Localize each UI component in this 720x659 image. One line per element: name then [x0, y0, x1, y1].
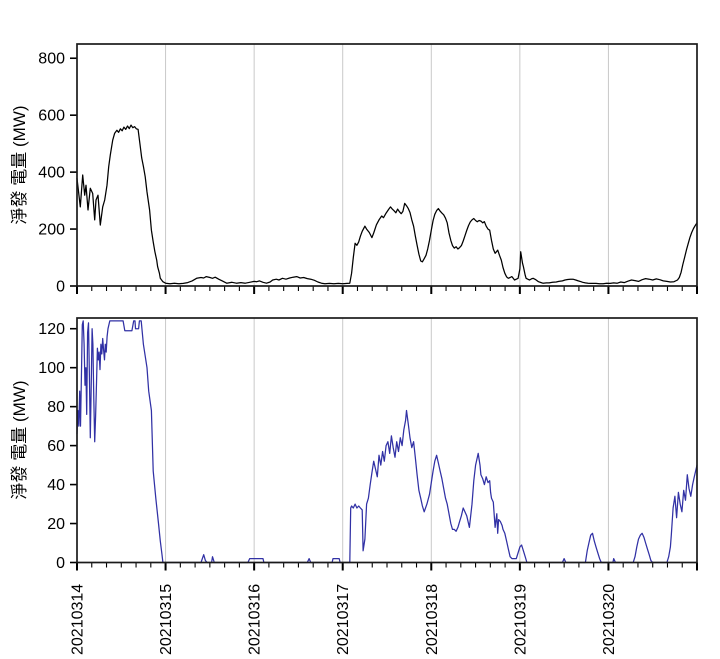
y-tick-label: 100 [38, 360, 65, 377]
plot-frame [76, 43, 698, 287]
x-tick-label: 20210315 [158, 584, 175, 655]
y-tick-label: 80 [47, 399, 65, 416]
y-tick-label: 800 [38, 51, 65, 68]
bottom-chart-y-axis-title: 淨發 電量 (MW) [10, 380, 29, 500]
top-chart-y-axis-title: 淨發 電量 (MW) [10, 105, 29, 225]
y-tick-label: 0 [56, 279, 65, 296]
plot-frame [76, 317, 698, 564]
y-tick-label: 60 [47, 438, 65, 455]
x-tick-label: 20210317 [335, 584, 352, 655]
x-tick-label: 20210318 [424, 584, 441, 655]
y-tick-label: 0 [56, 555, 65, 572]
x-tick-label: 20210314 [70, 584, 87, 655]
net-generation-series-top [76, 124, 698, 285]
y-tick-label: 20 [47, 516, 65, 533]
y-tick-label: 600 [38, 108, 65, 125]
y-tick-label: 120 [38, 321, 65, 338]
net-generation-series-bottom [76, 320, 698, 564]
x-tick-label: 20210320 [601, 584, 618, 655]
y-tick-label: 400 [38, 165, 65, 182]
x-tick-label: 20210316 [247, 584, 264, 655]
y-tick-label: 200 [38, 222, 65, 239]
y-tick-label: 40 [47, 477, 65, 494]
x-tick-label: 20210319 [512, 584, 529, 655]
